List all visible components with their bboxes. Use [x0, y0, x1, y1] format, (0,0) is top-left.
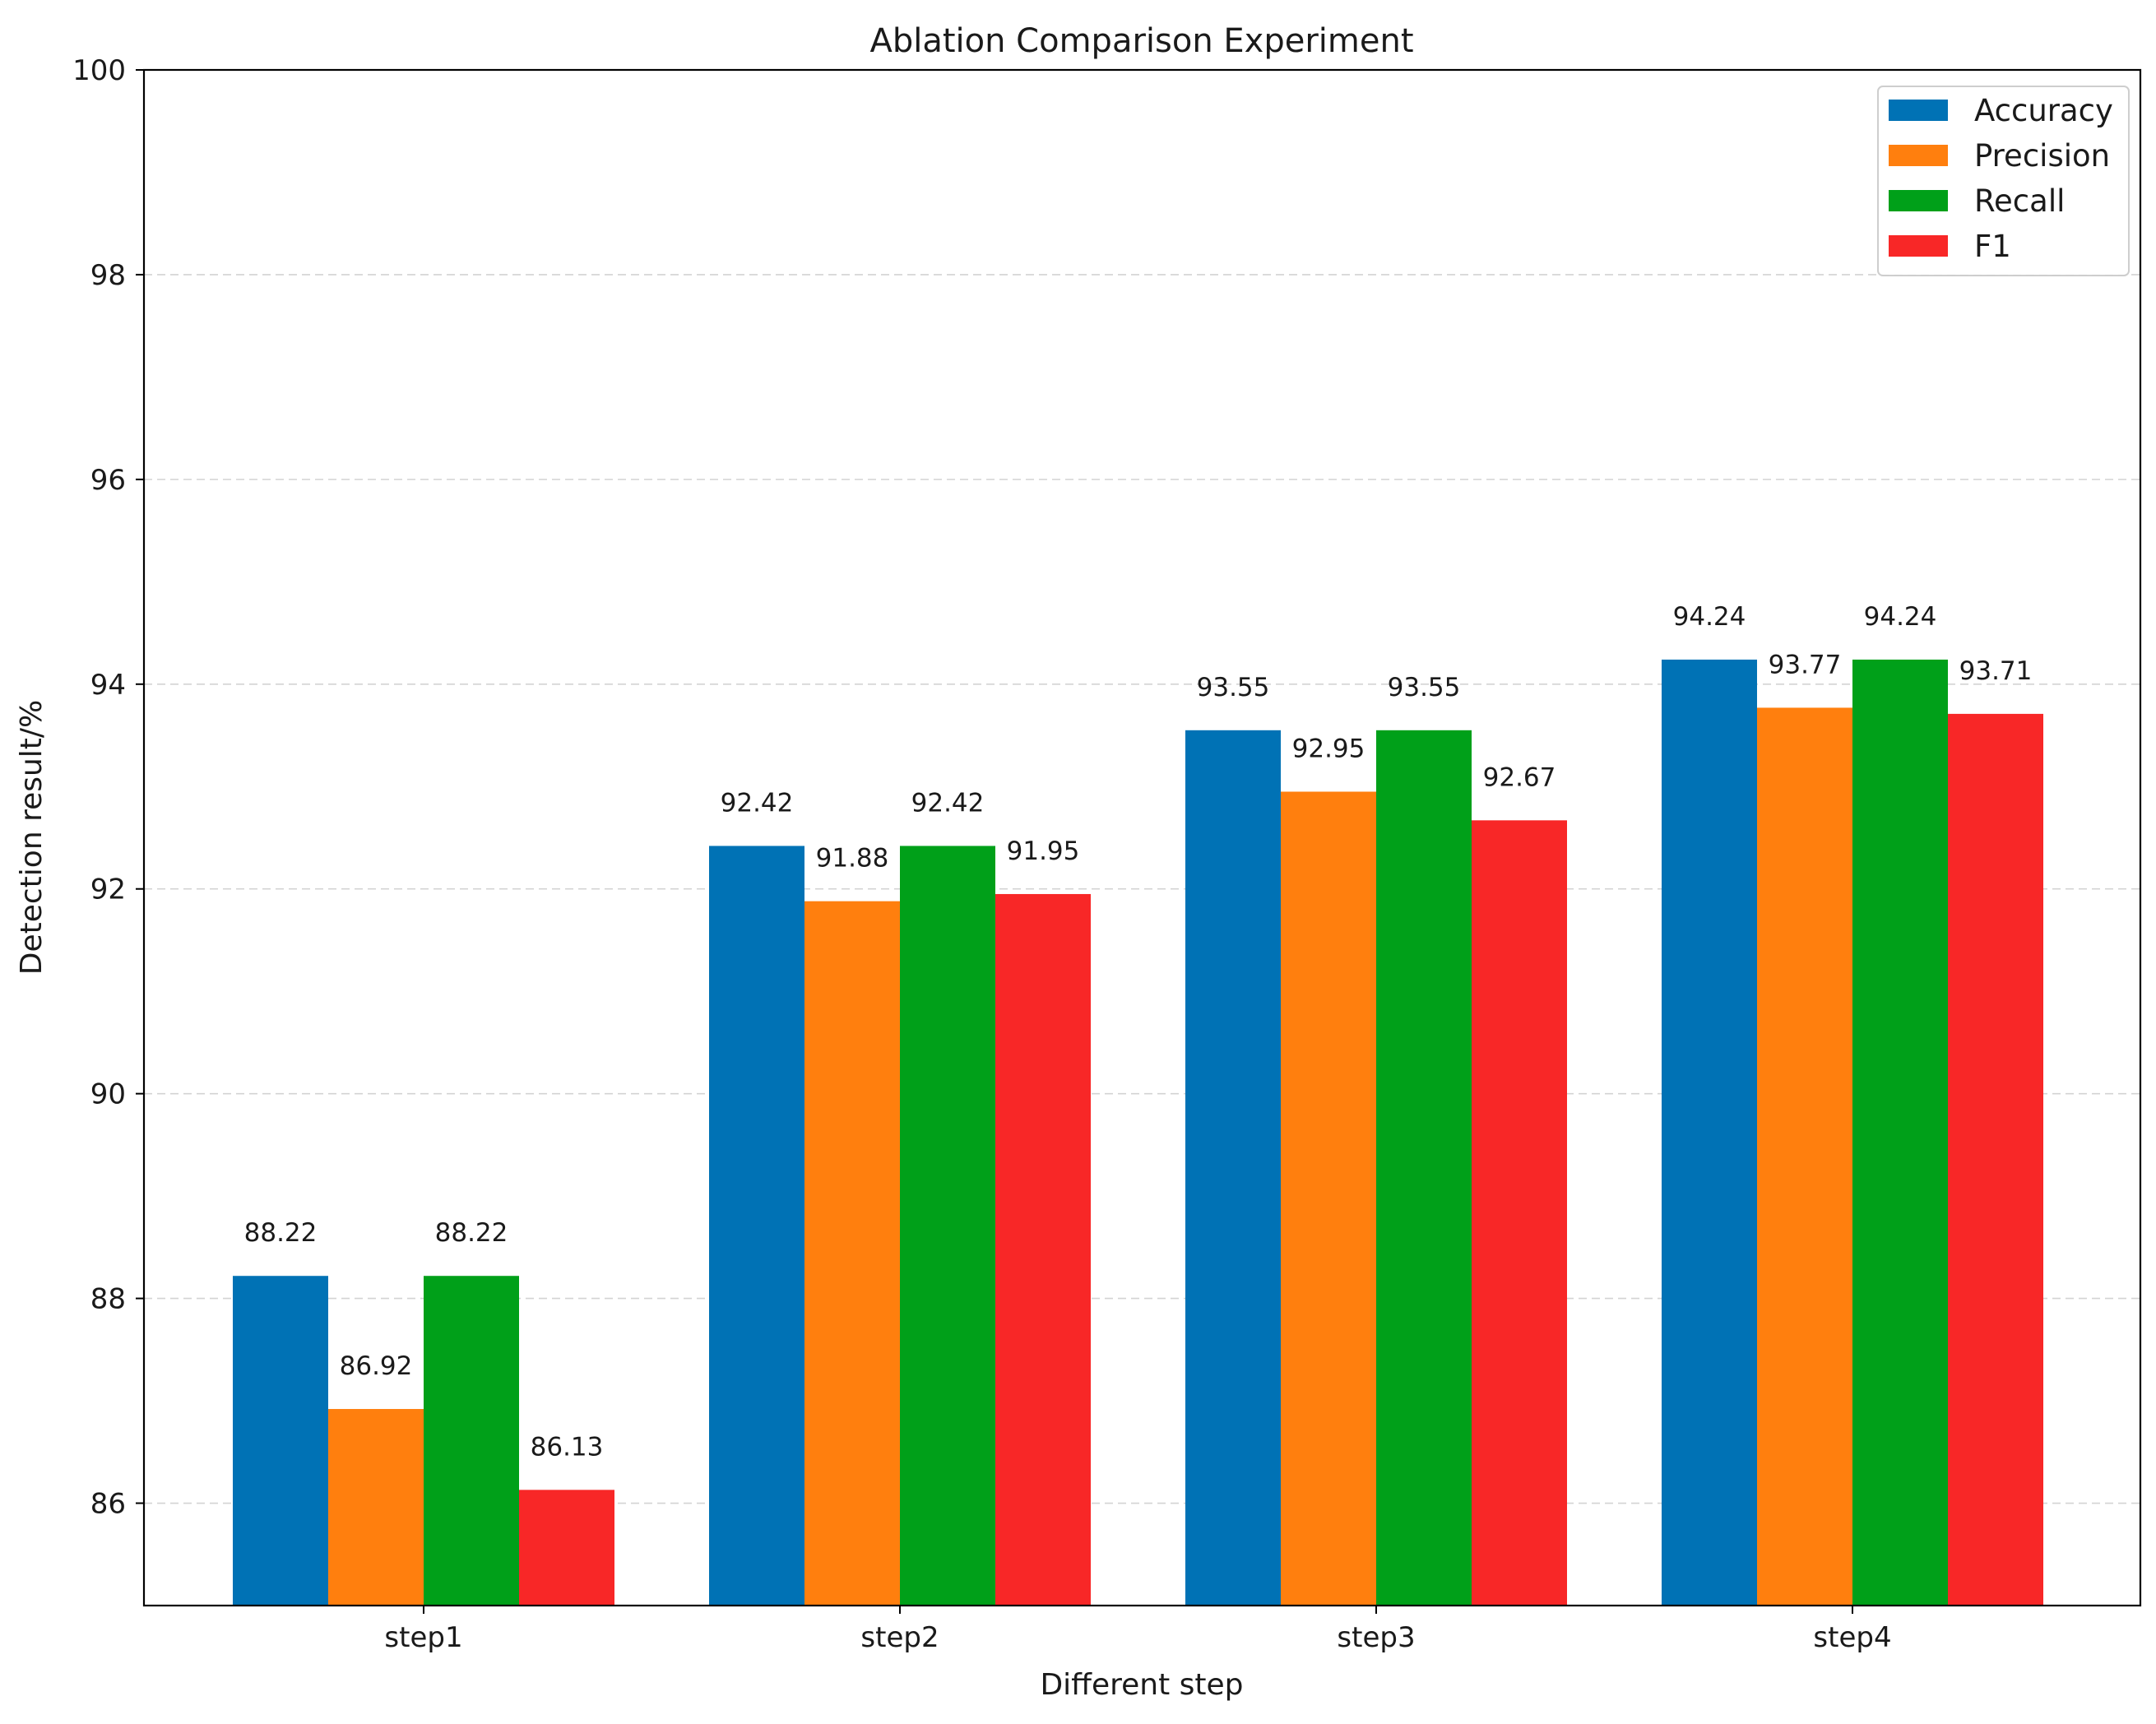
x-axis-ticks: step1 step2 step3 step4	[384, 1606, 1892, 1654]
bar-precision-step4	[1757, 707, 1852, 1606]
bar-accuracy-step3	[1185, 730, 1281, 1606]
x-tick-label-step1: step1	[384, 1621, 462, 1654]
bar-accuracy-step2	[709, 846, 804, 1606]
legend-label-accuracy: Accuracy	[1974, 93, 2113, 128]
x-tick-label-step2: step2	[860, 1621, 939, 1654]
bar-accuracy-step4	[1662, 659, 1757, 1606]
data-label-accuracy-step4: 94.24	[1673, 602, 1746, 632]
data-label-precision-step3: 92.95	[1292, 734, 1365, 763]
legend-label-precision: Precision	[1974, 138, 2110, 174]
bar-recall-step1	[424, 1276, 519, 1606]
bar-accuracy-step1	[233, 1276, 328, 1606]
y-tick-label: 100	[72, 54, 126, 87]
y-tick-label: 96	[90, 464, 126, 497]
data-label-recall-step2: 92.42	[911, 788, 985, 818]
data-label-f1-step4: 93.71	[1959, 656, 2033, 686]
y-tick-label: 94	[90, 669, 126, 702]
y-axis-label: Detection result/%	[15, 700, 49, 976]
data-label-precision-step2: 91.88	[816, 844, 889, 874]
y-tick-label: 92	[90, 874, 126, 906]
bars	[233, 659, 2043, 1606]
bar-precision-step3	[1281, 791, 1376, 1606]
y-axis-ticks: 86 88 90 92 94 96 98 100	[72, 54, 144, 1521]
legend-swatch-f1	[1889, 235, 1948, 257]
data-label-accuracy-step1: 88.22	[244, 1218, 318, 1248]
x-tick-label-step4: step4	[1813, 1621, 1891, 1654]
bar-recall-step4	[1852, 659, 1948, 1606]
y-tick-label: 88	[90, 1283, 126, 1316]
data-label-recall-step4: 94.24	[1864, 602, 1937, 632]
data-label-accuracy-step3: 93.55	[1197, 673, 1270, 702]
legend-swatch-precision	[1889, 145, 1948, 166]
bar-f1-step3	[1472, 820, 1567, 1606]
legend-label-f1: F1	[1974, 229, 2011, 264]
legend-swatch-accuracy	[1889, 100, 1948, 121]
x-tick-label-step3: step3	[1337, 1621, 1415, 1654]
x-axis-label: Different step	[1040, 1668, 1243, 1702]
bar-f1-step2	[995, 893, 1091, 1606]
bar-f1-step4	[1948, 713, 2043, 1606]
bar-precision-step1	[328, 1409, 424, 1606]
chart-title: Ablation Comparison Experiment	[869, 22, 1413, 60]
data-label-precision-step4: 93.77	[1769, 650, 1842, 679]
data-labels: 88.22 86.92 88.22 86.13 92.42 91.88 92.42 91.95…	[244, 602, 2033, 1462]
legend-swatch-recall	[1889, 190, 1948, 211]
bar-precision-step2	[804, 901, 900, 1606]
data-label-f1-step2: 91.95	[1007, 837, 1080, 866]
data-label-f1-step1: 86.13	[531, 1432, 604, 1462]
bar-recall-step2	[900, 846, 995, 1606]
data-label-precision-step1: 86.92	[340, 1351, 413, 1381]
legend-label-recall: Recall	[1974, 183, 2065, 219]
plot-frame	[142, 68, 2142, 1607]
data-label-recall-step3: 93.55	[1388, 673, 1461, 702]
data-label-recall-step1: 88.22	[435, 1218, 508, 1248]
data-label-f1-step3: 92.67	[1483, 762, 1556, 792]
data-label-accuracy-step2: 92.42	[721, 788, 794, 818]
y-tick-label: 90	[90, 1078, 126, 1111]
y-tick-label: 98	[90, 259, 126, 292]
bar-recall-step3	[1376, 730, 1472, 1606]
y-tick-label: 86	[90, 1488, 126, 1521]
legend-box	[1877, 86, 2130, 276]
legend: Accuracy Precision Recall F1	[1877, 86, 2130, 276]
bar-f1-step1	[519, 1490, 614, 1606]
